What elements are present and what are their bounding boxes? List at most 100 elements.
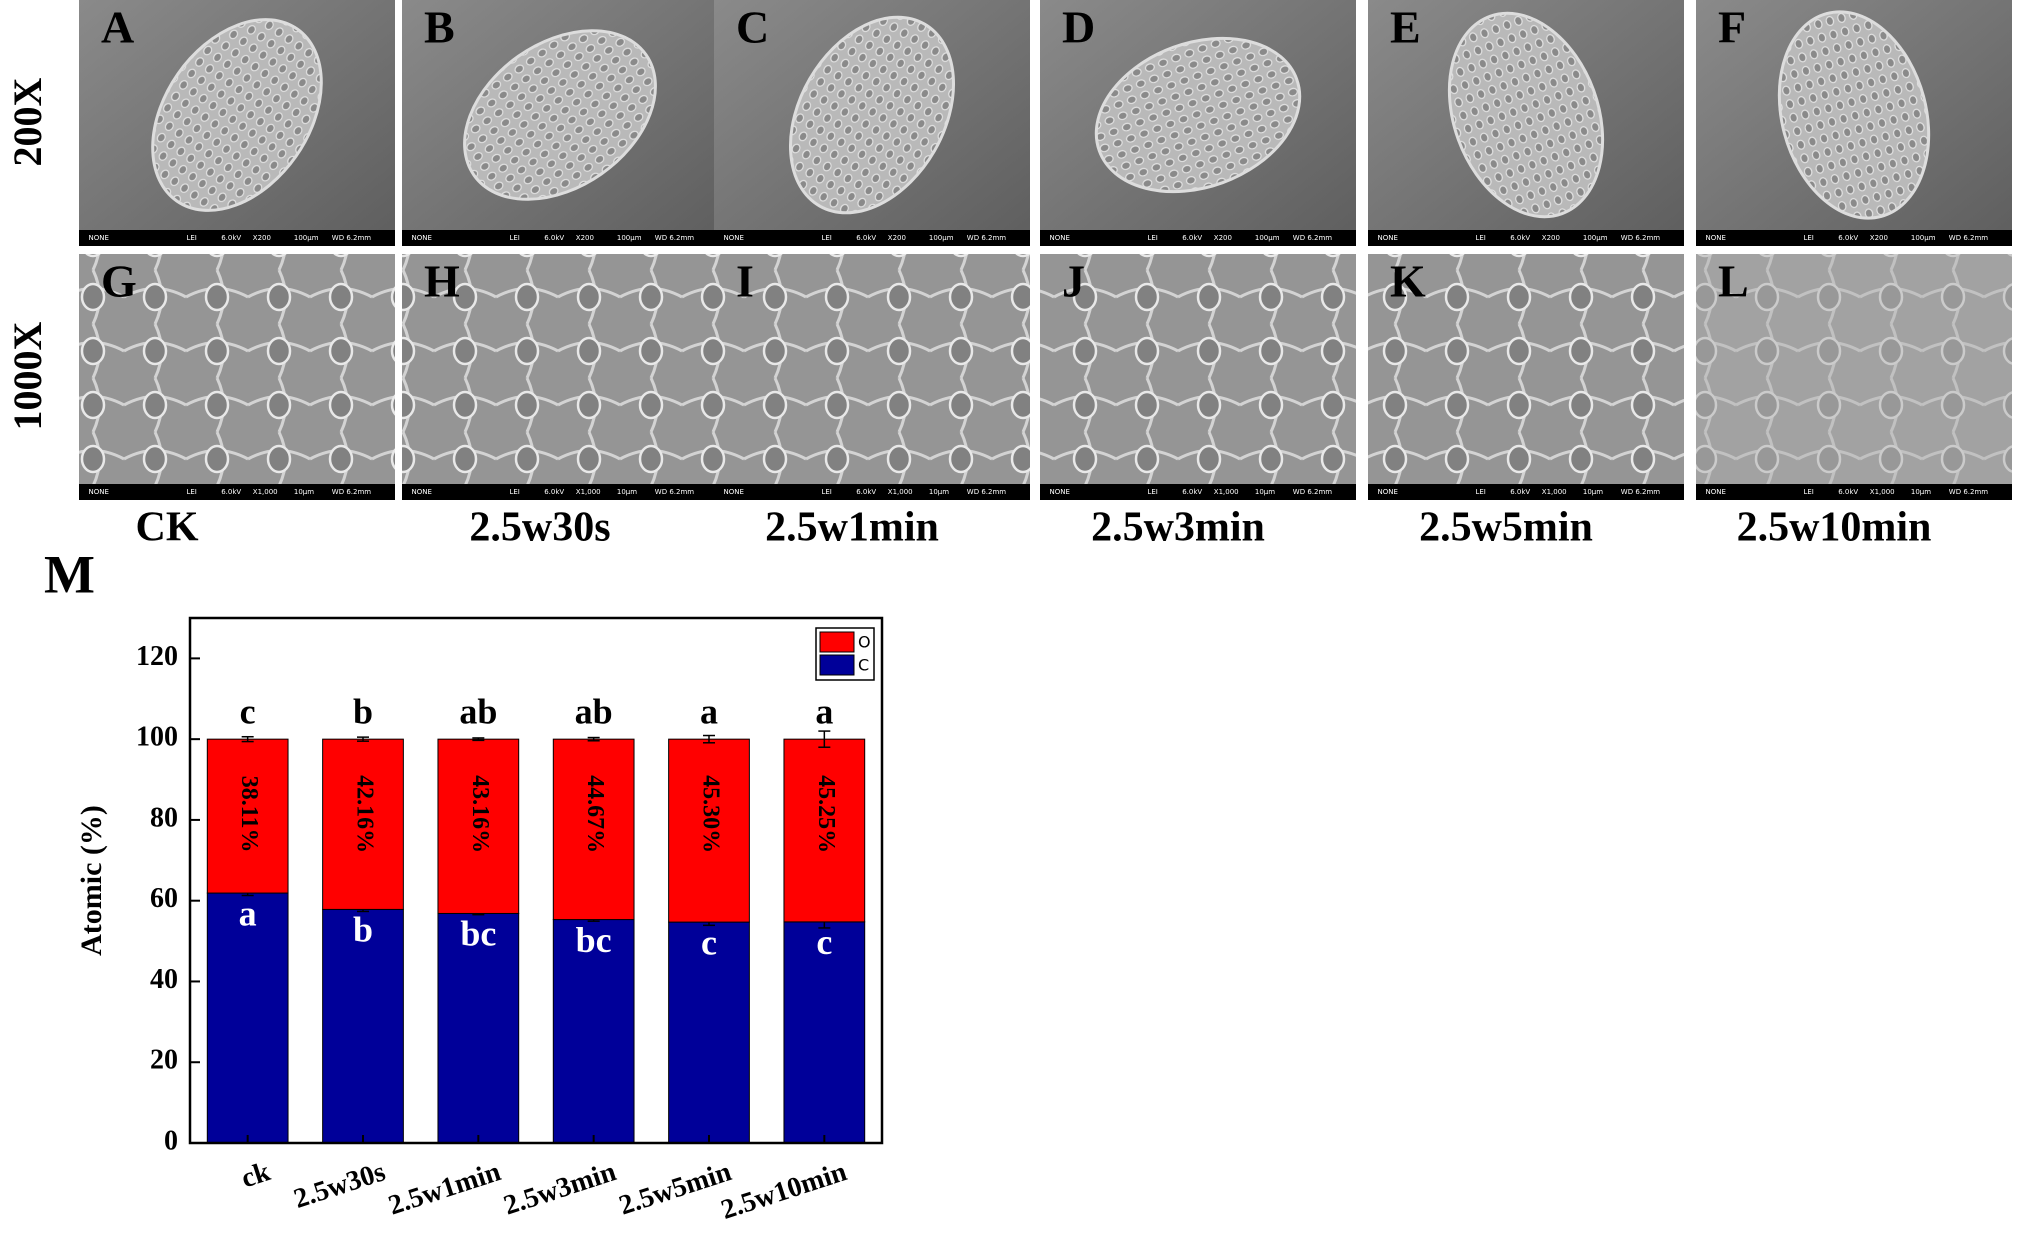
info-text: WD 6.2mm <box>332 234 371 242</box>
info-bar <box>402 484 718 500</box>
x-tick-label: 2.5w10min <box>717 1156 851 1226</box>
seed <box>151 18 323 212</box>
seed <box>1447 11 1605 219</box>
sem-background <box>1040 254 1356 500</box>
value-label: 42.16% <box>351 775 377 853</box>
info-bar <box>79 230 395 246</box>
error-bar <box>587 736 600 742</box>
info-text: X200 <box>1542 234 1560 242</box>
info-text: NONE <box>88 234 108 242</box>
info-text: 6.0kV <box>1510 234 1530 242</box>
info-text: X1,000 <box>576 488 601 496</box>
info-text: WD 6.2mm <box>332 488 371 496</box>
info-text: 6.0kV <box>1182 488 1202 496</box>
info-bar <box>1368 484 1684 500</box>
bar-segment <box>437 738 520 914</box>
info-text: 100μm <box>1583 234 1608 242</box>
row-label: 1000X <box>5 321 50 430</box>
significance-letter: ab <box>575 691 613 731</box>
info-bar <box>714 484 1030 500</box>
info-bar <box>1696 484 2012 500</box>
value-label: 38.11% <box>236 776 262 853</box>
info-text: 10μm <box>1911 488 1931 496</box>
sem-image: NONE LEI 6.0kV X200 100μm WD 6.2mm D <box>1040 0 1356 246</box>
info-text: LEI <box>821 488 831 496</box>
info-text: 10μm <box>1583 488 1603 496</box>
x-tick-label: 2.5w3min <box>500 1156 620 1221</box>
info-text: 10μm <box>617 488 637 496</box>
row-label: 200X <box>5 77 50 166</box>
sem-background <box>714 254 1030 500</box>
sem-image: NONE LEI 6.0kV X1,000 10μm WD 6.2mm G <box>79 254 395 500</box>
info-text: LEI <box>509 234 519 242</box>
significance-letter: b <box>353 691 373 731</box>
info-text: 10μm <box>929 488 949 496</box>
panel-letter: G <box>101 256 137 307</box>
legend: OC <box>815 627 875 681</box>
error-bar <box>703 734 715 744</box>
sem-background <box>402 254 718 500</box>
info-text: WD 6.2mm <box>967 488 1006 496</box>
significance-letter: ab <box>459 691 497 731</box>
sem-shade <box>1368 254 1684 500</box>
info-text: LEI <box>509 488 519 496</box>
info-text: NONE <box>1049 488 1069 496</box>
error-bar <box>357 736 369 742</box>
legend-swatch <box>819 631 855 653</box>
panel-letter: B <box>424 2 455 53</box>
bar-segment <box>552 919 635 1144</box>
panel-letter: H <box>424 256 460 307</box>
legend-label: O <box>858 633 871 652</box>
info-text: NONE <box>1705 234 1725 242</box>
info-text: WD 6.2mm <box>655 234 694 242</box>
error-bar <box>472 737 485 742</box>
info-text: LEI <box>1147 488 1157 496</box>
info-text: X1,000 <box>1542 488 1567 496</box>
bar-segment <box>668 738 750 923</box>
info-text: X1,000 <box>888 488 913 496</box>
value-label: 45.25% <box>813 775 839 853</box>
y-axis-label: Atomic (%) <box>75 805 108 956</box>
info-text: 10μm <box>294 488 314 496</box>
info-text: NONE <box>1049 234 1069 242</box>
y-tick-label: 40 <box>150 964 178 995</box>
info-text: WD 6.2mm <box>655 488 694 496</box>
error-bar <box>818 730 831 748</box>
info-text: WD 6.2mm <box>1293 488 1332 496</box>
sem-shade <box>402 254 718 500</box>
info-text: LEI <box>821 234 831 242</box>
significance-letter: a <box>700 691 718 731</box>
seed <box>463 29 657 201</box>
sem-image: NONE LEI 6.0kV X1,000 10μm WD 6.2mm H <box>402 254 718 500</box>
x-tick-label: ck <box>238 1156 275 1194</box>
bar-segment <box>668 921 750 1144</box>
y-tick-label: 60 <box>150 883 178 914</box>
info-text: 100μm <box>617 234 642 242</box>
info-text: 6.0kV <box>1838 234 1858 242</box>
info-text: WD 6.2mm <box>1621 234 1660 242</box>
info-text: 100μm <box>1255 234 1280 242</box>
info-text: 6.0kV <box>1182 234 1202 242</box>
info-text: 6.0kV <box>544 488 564 496</box>
value-label: 43.16% <box>467 775 493 853</box>
y-tick-label: 80 <box>150 802 178 833</box>
significance-letter: b <box>353 910 373 950</box>
info-text: X1,000 <box>1870 488 1895 496</box>
info-bar <box>1040 484 1356 500</box>
sem-image: NONE LEI 6.0kV X200 100μm WD 6.2mm A <box>79 0 395 246</box>
info-text: 6.0kV <box>1510 488 1530 496</box>
info-bar <box>714 230 1030 246</box>
plot-frame <box>188 616 884 1145</box>
column-label: 2.5w5min <box>1419 505 1593 551</box>
info-text: LEI <box>1803 234 1813 242</box>
sem-background <box>79 254 395 500</box>
bar-segment <box>322 738 404 910</box>
info-text: X200 <box>253 234 271 242</box>
bar-segment <box>783 738 866 923</box>
info-text: 6.0kV <box>856 234 876 242</box>
seed <box>788 15 956 215</box>
info-text: NONE <box>1377 234 1397 242</box>
info-text: 6.0kV <box>221 488 241 496</box>
significance-letter: a <box>239 893 257 933</box>
